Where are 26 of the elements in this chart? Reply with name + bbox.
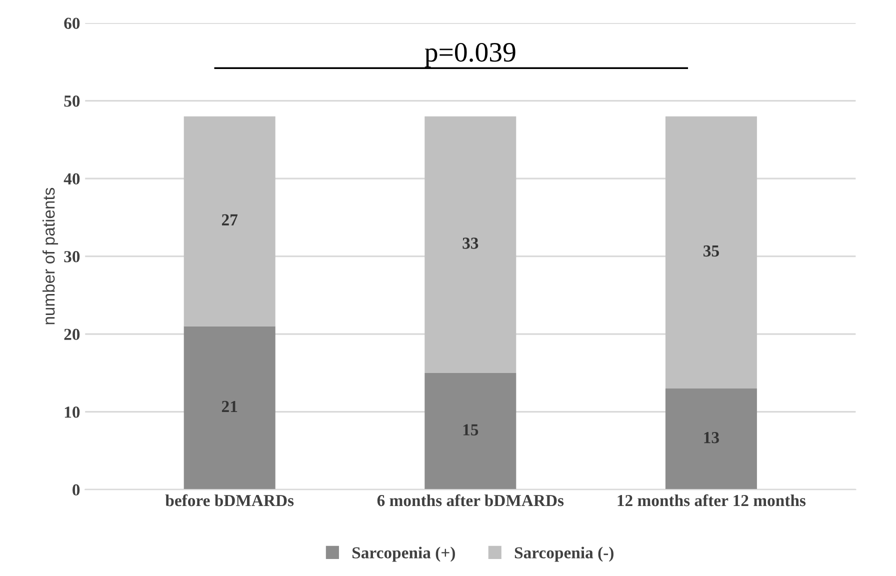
data-label: 27 bbox=[222, 214, 238, 226]
bar bbox=[424, 116, 516, 373]
data-label: 21 bbox=[222, 400, 238, 412]
y-tick-label: 20 bbox=[64, 328, 80, 340]
bar bbox=[665, 116, 757, 389]
y-tick-label: 60 bbox=[64, 18, 80, 29]
legend-label: Sarcopenia (-) bbox=[514, 546, 614, 562]
legend-label: Sarcopenia (+) bbox=[352, 546, 455, 562]
bar bbox=[424, 372, 516, 490]
y-axis-title: number of patients bbox=[42, 188, 58, 324]
annotation: p=0.039 bbox=[424, 42, 516, 68]
bar bbox=[184, 326, 276, 490]
bar bbox=[665, 388, 757, 490]
x-tick-label: before bDMARDs bbox=[165, 494, 294, 506]
y-tick-label: 10 bbox=[64, 406, 80, 418]
y-tick-label: 40 bbox=[64, 173, 80, 185]
data-label: 13 bbox=[704, 432, 719, 444]
data-label: 15 bbox=[463, 424, 478, 436]
data-label: 33 bbox=[462, 238, 478, 249]
x-tick-label: 6 months after bDMARDs bbox=[377, 494, 564, 506]
y-tick-label: 50 bbox=[64, 96, 80, 107]
x-tick-label: 12 months after 12 months bbox=[618, 494, 806, 506]
data-label: 35 bbox=[703, 245, 719, 257]
y-tick-label: 30 bbox=[64, 251, 80, 262]
y-tick-label: 0 bbox=[72, 484, 80, 496]
bar bbox=[184, 116, 276, 326]
